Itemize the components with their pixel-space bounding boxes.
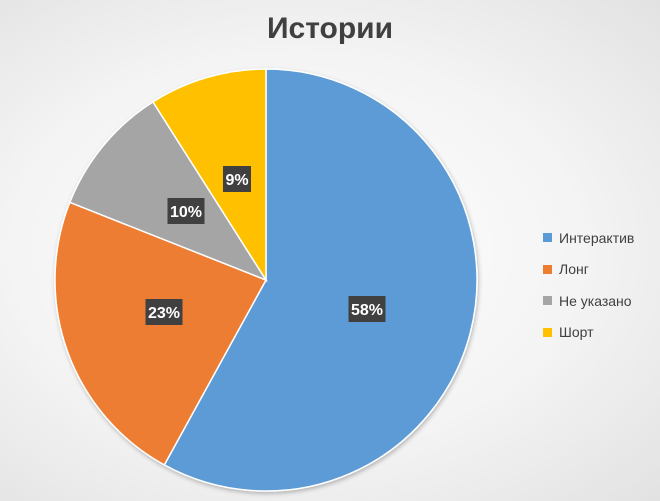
data-label-text: 9% [225, 172, 248, 189]
data-label-box [348, 296, 386, 322]
legend-swatch [543, 327, 552, 337]
chart-title: Истории [266, 12, 394, 45]
data-label-text: 58% [351, 302, 383, 319]
legend-item: Шорт [543, 317, 660, 349]
legend-swatch [543, 264, 552, 274]
data-label-text: 23% [148, 305, 180, 322]
legend-item: Лонг [543, 254, 660, 286]
legend-swatch [543, 296, 552, 306]
legend-swatch [543, 233, 552, 243]
chart-legend: Интерактив Лонг Не указано Шорт [543, 222, 660, 348]
data-label-box [145, 299, 183, 325]
pie-slice [151, 68, 267, 283]
legend-item: Интерактив [543, 222, 660, 254]
pie-slice [163, 68, 478, 492]
data-label-text: 10% [170, 204, 202, 221]
data-label: 10% [167, 198, 205, 224]
legend-item: Не указано [543, 285, 660, 317]
data-label-box [223, 166, 251, 192]
legend-label: Интерактив [559, 229, 635, 246]
legend-label: Лонг [559, 261, 589, 278]
legend-label: Не указано [559, 292, 632, 309]
legend-label: Шорт [559, 324, 594, 341]
data-label: 23% [145, 299, 183, 325]
data-label-box [167, 198, 205, 224]
pie-slice [54, 201, 268, 466]
pie-slice [68, 100, 268, 282]
data-label: 58% [348, 296, 386, 322]
data-label: 9% [223, 166, 251, 192]
